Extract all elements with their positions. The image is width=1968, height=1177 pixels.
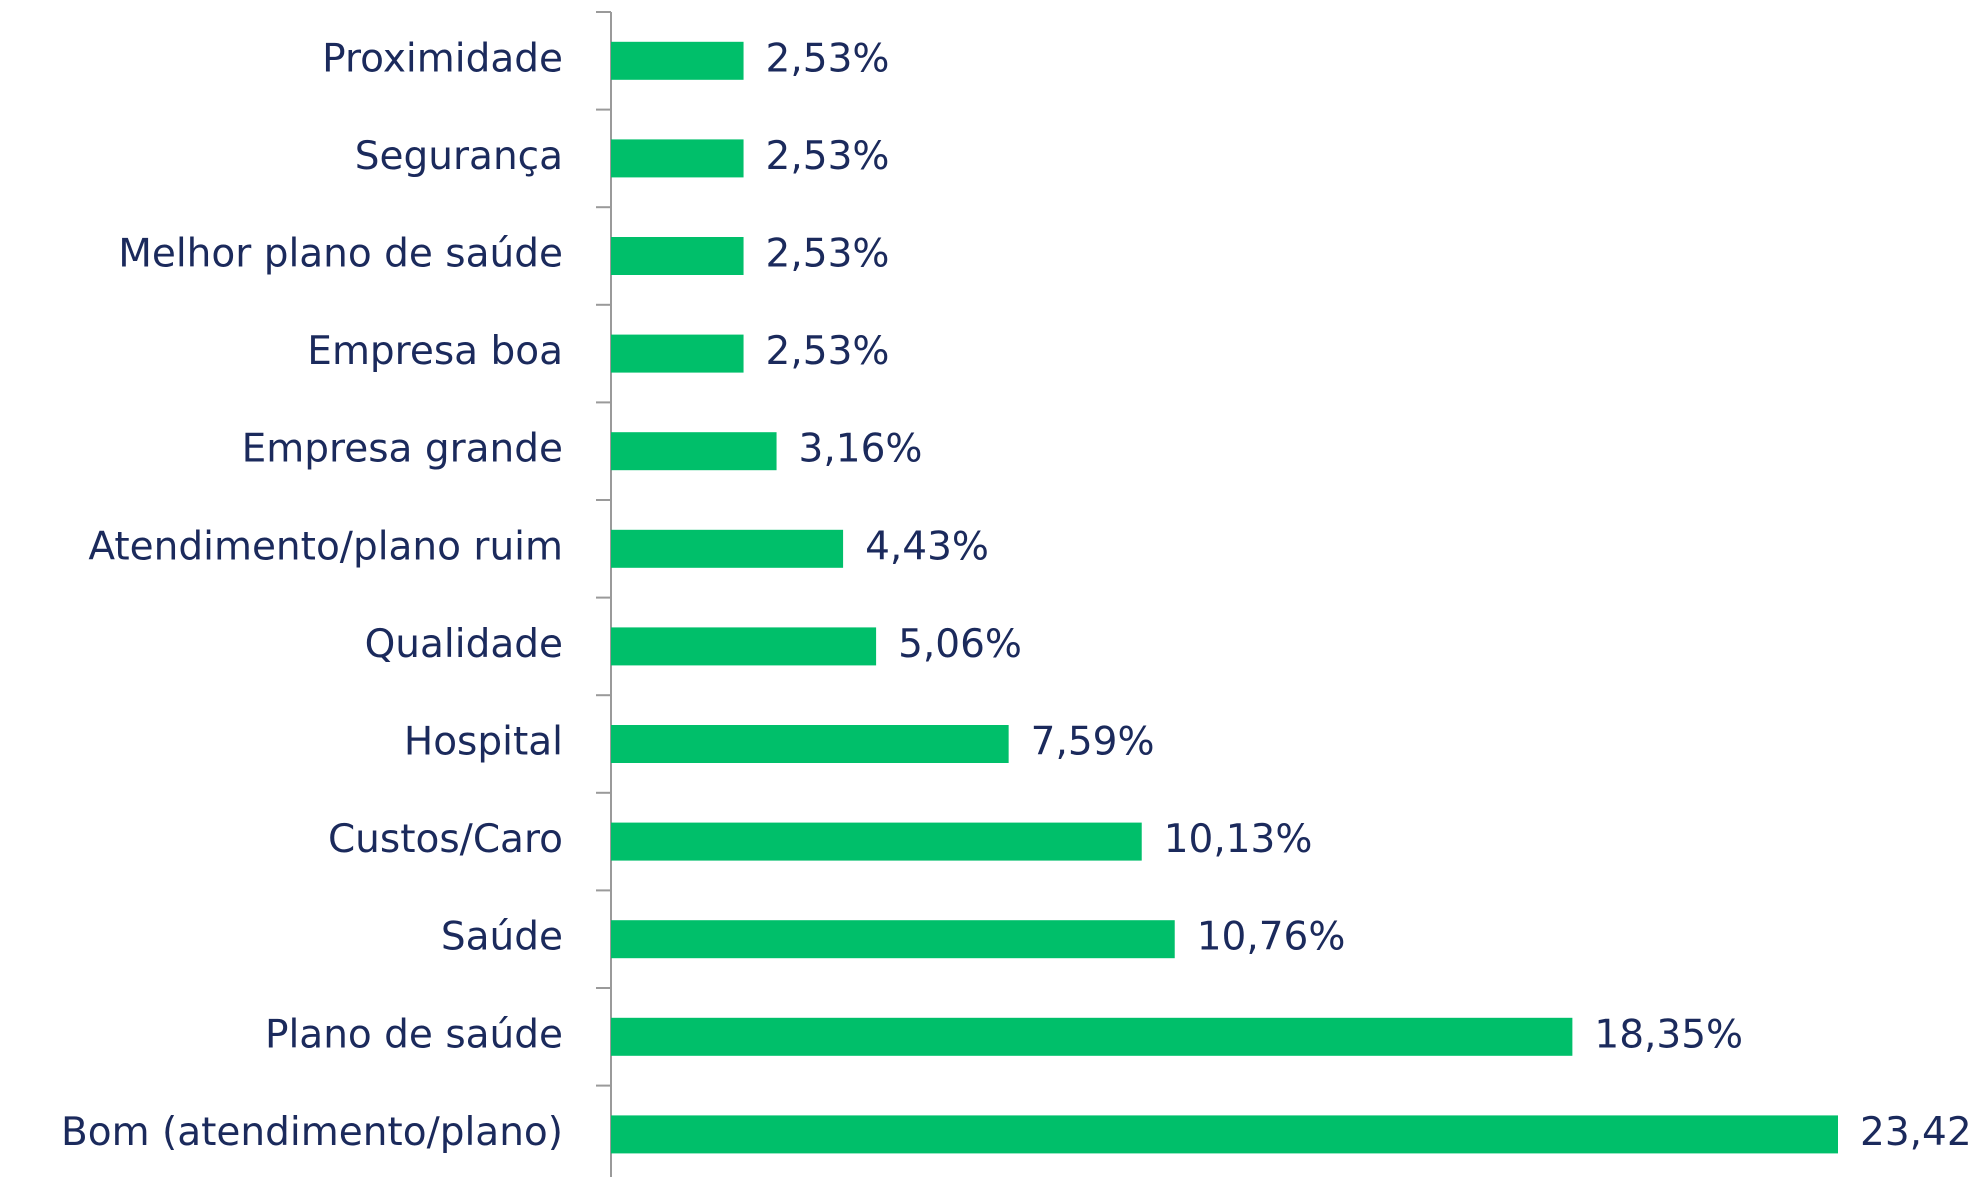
value-label: 10,13% (1164, 817, 1313, 862)
value-label: 5,06% (898, 622, 1022, 667)
y-tick-label: Atendimento/plano ruim (88, 524, 563, 569)
y-tick-label: Plano de saúde (265, 1012, 563, 1057)
y-tick-label: Hospital (404, 720, 563, 765)
value-label: 2,53% (766, 232, 890, 277)
value-label: 18,35% (1594, 1012, 1743, 1057)
y-tick-label: Saúde (441, 915, 563, 960)
value-label: 23,42% (1860, 1110, 1968, 1155)
value-label: 7,59% (1031, 720, 1155, 765)
bar (611, 627, 877, 666)
value-label: 3,16% (799, 427, 923, 472)
y-tick-label: Empresa boa (307, 329, 563, 374)
y-tick-label: Empresa grande (242, 427, 563, 472)
y-tick-label: Melhor plano de saúde (118, 232, 563, 277)
bar (611, 822, 1142, 861)
bar (611, 432, 777, 471)
bar (611, 41, 744, 80)
bar (611, 334, 744, 373)
value-label: 2,53% (766, 134, 890, 179)
value-label: 2,53% (766, 329, 890, 374)
value-label: 4,43% (865, 524, 989, 569)
y-tick-label: Qualidade (365, 622, 563, 667)
y-tick-label: Bom (atendimento/plano) (61, 1110, 563, 1155)
y-tick-label: Custos/Caro (328, 817, 563, 862)
bar (611, 139, 744, 178)
bar (611, 1115, 1838, 1154)
bar (611, 237, 744, 275)
bar (611, 1017, 1573, 1056)
bar (611, 725, 1009, 763)
bar (611, 529, 844, 568)
value-label: 10,76% (1197, 915, 1346, 960)
y-tick-label: Proximidade (322, 36, 563, 81)
bar (611, 920, 1175, 959)
y-tick-label: Segurança (355, 134, 563, 179)
value-label: 2,53% (766, 36, 890, 81)
